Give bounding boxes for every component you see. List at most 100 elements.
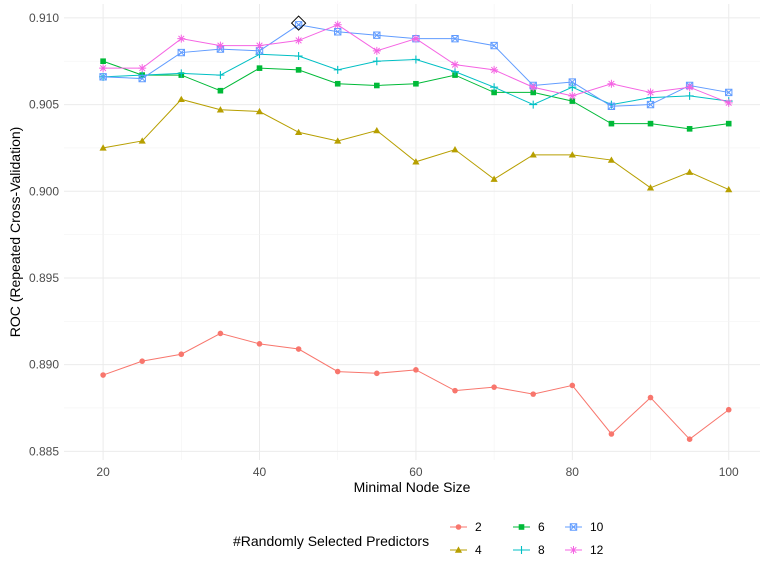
x-axis-ticks: 20 40 60 80 100	[96, 465, 739, 479]
x-tick-label: 80	[566, 465, 580, 479]
data-point-2	[139, 358, 146, 364]
data-point-12	[177, 34, 186, 43]
data-point-6	[725, 120, 732, 127]
data-point-2	[178, 351, 185, 358]
data-point-10	[646, 100, 655, 109]
data-point-6	[608, 120, 615, 127]
data-point-6	[295, 67, 302, 73]
series-layer	[99, 20, 733, 442]
data-point-8	[333, 65, 342, 74]
data-point-4	[607, 156, 616, 163]
data-point-10	[568, 78, 577, 86]
legend-item-4: 4	[450, 543, 482, 557]
data-point-2	[256, 341, 263, 347]
data-point-10	[725, 88, 733, 97]
data-point-10	[334, 28, 342, 36]
data-point-6	[530, 89, 537, 96]
legend: #Randomly Selected Predictors 2 6 10 4 8 12	[233, 520, 604, 557]
data-point-2	[491, 384, 497, 390]
legend-label: 10	[590, 520, 604, 534]
data-point-12	[529, 83, 538, 92]
y-tick-label: 0.910	[29, 11, 59, 25]
data-point-4	[99, 144, 107, 151]
data-point-2	[295, 346, 302, 352]
data-point-12	[568, 91, 577, 100]
data-point-6	[569, 98, 576, 104]
data-point-4	[490, 175, 498, 182]
legend-key-marker	[518, 524, 525, 530]
data-point-2	[217, 330, 224, 337]
data-point-8	[216, 71, 225, 80]
legend-label: 12	[590, 543, 604, 557]
data-point-6	[256, 65, 263, 71]
x-tick-label: 100	[719, 465, 739, 479]
data-point-4	[686, 168, 694, 175]
data-point-10	[490, 41, 498, 50]
legend-item-12: 12	[565, 543, 604, 557]
x-tick-label: 40	[253, 465, 267, 479]
data-point-2	[452, 387, 458, 394]
data-point-4	[177, 95, 185, 103]
data-point-12	[216, 41, 225, 50]
data-point-4	[216, 106, 225, 113]
legend-key-marker	[569, 546, 578, 554]
data-point-2	[100, 372, 106, 378]
legend-label: 8	[538, 543, 545, 557]
data-point-4	[295, 128, 303, 136]
y-tick-label: 0.900	[29, 184, 59, 198]
data-point-8	[294, 52, 303, 61]
data-point-12	[451, 60, 460, 69]
data-point-10	[99, 73, 107, 81]
data-point-4	[725, 185, 733, 193]
data-point-12	[646, 88, 655, 97]
legend-item-8: 8	[513, 543, 545, 557]
data-point-8	[372, 57, 381, 66]
data-point-6	[686, 126, 693, 132]
data-point-10	[138, 74, 146, 83]
data-point-2	[334, 368, 341, 375]
data-point-8	[177, 69, 186, 78]
data-point-10	[373, 31, 381, 39]
x-tick-label: 20	[96, 465, 110, 479]
data-point-2	[413, 367, 419, 373]
data-point-10	[451, 34, 459, 43]
data-point-6	[413, 80, 419, 87]
data-point-10	[294, 21, 303, 29]
y-tick-label: 0.895	[29, 271, 59, 285]
data-point-6	[334, 80, 341, 87]
data-point-2	[374, 370, 380, 377]
y-axis-title: ROC (Repeated Cross-Validation)	[7, 127, 23, 338]
data-point-12	[724, 98, 733, 107]
legend-key-marker	[517, 546, 526, 554]
legend-item-6: 6	[513, 520, 545, 534]
y-tick-label: 0.885	[29, 444, 59, 458]
legend-label: 6	[538, 520, 545, 534]
y-tick-label: 0.905	[29, 98, 59, 112]
data-point-4	[138, 137, 146, 144]
data-point-6	[217, 87, 224, 94]
data-point-4	[568, 151, 576, 158]
data-point-12	[411, 34, 420, 43]
data-point-12	[685, 83, 694, 92]
data-point-6	[100, 58, 106, 65]
data-point-12	[372, 46, 381, 55]
data-point-12	[490, 65, 499, 74]
data-point-4	[412, 158, 420, 165]
annotation-layer	[290, 15, 307, 31]
data-point-8	[451, 67, 460, 76]
best-point-marker	[290, 15, 307, 31]
data-point-6	[374, 82, 380, 89]
x-axis-title: Minimal Node Size	[354, 479, 471, 495]
data-point-6	[491, 89, 497, 96]
data-point-8	[490, 83, 499, 92]
y-tick-label: 0.890	[29, 358, 59, 372]
data-point-10	[255, 47, 264, 55]
legend-key-marker	[454, 546, 463, 553]
data-point-8	[529, 100, 538, 109]
grid	[64, 4, 760, 460]
data-point-2	[686, 436, 693, 442]
data-point-12	[333, 20, 342, 29]
data-point-12	[294, 36, 303, 45]
series-2	[100, 330, 732, 442]
